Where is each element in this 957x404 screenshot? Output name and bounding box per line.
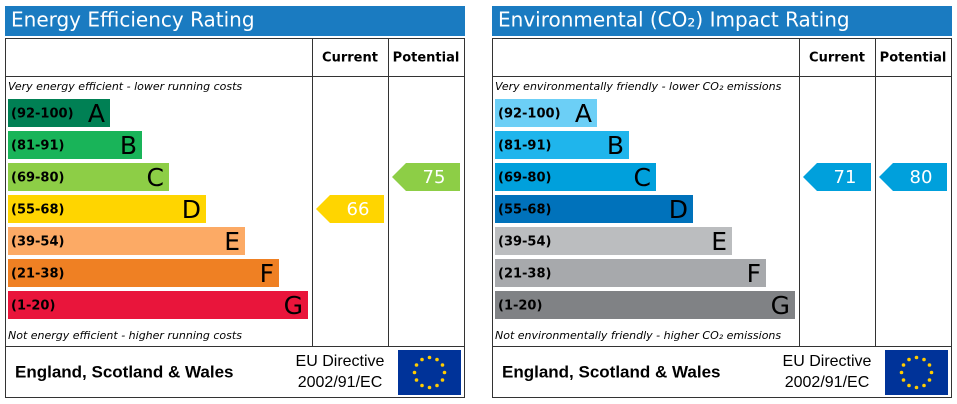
panel-title: Energy Efficiency Rating [11,8,255,32]
flag-star [899,370,904,375]
rating-band [495,227,732,255]
flag-star [927,363,932,367]
rating-arrow [316,195,384,223]
footer-directive: EU Directive [296,353,385,370]
panel-frame [492,38,952,398]
flag-star [412,370,417,375]
title-bar [5,6,465,36]
column-header: Potential [880,51,947,66]
bottom-note: Not energy efficient - higher running co… [8,329,242,342]
band-range: (69-80) [498,171,551,186]
band-range: (1-20) [11,299,55,314]
rating-value: 80 [910,167,933,188]
rating-band [495,131,629,159]
rating-arrow [879,163,947,191]
flag-star [435,383,439,388]
rating-band [8,163,169,191]
footer-directive: EU Directive [783,353,872,370]
rating-band [495,259,766,287]
column-header: Current [322,51,378,66]
band-letter: B [607,131,624,160]
band-range: (69-80) [11,171,64,186]
flag-star [442,370,447,375]
flag-star [427,385,432,390]
footer-directive: 2002/91/EC [785,374,870,391]
band-letter: A [88,99,105,128]
flag-star [907,383,911,388]
band-letter: C [147,163,164,192]
footer-region: England, Scotland & Wales [502,362,721,381]
rating-band [8,259,279,287]
flag-star [427,355,432,360]
band-letter: F [260,259,274,288]
rating-band [8,131,142,159]
flag-star [414,378,419,382]
rating-value: 66 [347,199,370,220]
band-letter: D [669,195,688,224]
flag-star [440,378,445,382]
band-letter: E [224,227,240,256]
band-letter: A [575,99,592,128]
flag-star [914,385,919,390]
bottom-note: Not environmentally friendly - higher CO… [495,329,781,342]
flag-star [927,378,932,382]
band-letter: B [120,131,137,160]
band-range: (92-100) [498,107,561,122]
band-letter: G [284,291,303,320]
band-range: (21-38) [498,267,551,282]
rating-value: 71 [834,167,857,188]
rating-band [495,291,795,319]
band-letter: D [182,195,201,224]
flag-star [922,357,926,362]
footer-region: England, Scotland & Wales [15,362,234,381]
rating-band [8,291,308,319]
band-range: (39-54) [498,235,551,250]
top-note: Very energy efficient - lower running co… [8,80,242,93]
rating-value: 75 [423,167,446,188]
rating-band [8,99,110,127]
band-range: (1-20) [498,299,542,314]
flag-star [901,363,906,367]
band-letter: E [711,227,727,256]
rating-band [495,163,656,191]
flag-star [414,363,419,367]
flag-star [435,357,439,362]
rating-band [495,99,597,127]
column-header: Potential [393,51,460,66]
rating-band [8,195,206,223]
band-range: (81-91) [11,139,64,154]
column-header: Current [809,51,865,66]
flag-star [929,370,934,375]
band-range: (92-100) [11,107,74,122]
top-note: Very environmentally friendly - lower CO… [495,80,782,93]
band-range: (21-38) [11,267,64,282]
rating-arrow [392,163,460,191]
flag-star [901,378,906,382]
flag-star [420,357,424,362]
rating-arrow [803,163,871,191]
flag-star [907,357,911,362]
panel-frame [5,38,465,398]
band-letter: C [634,163,651,192]
flag-star [922,383,926,388]
flag-star [914,355,919,360]
band-letter: F [747,259,761,288]
flag-star [420,383,424,388]
band-range: (39-54) [11,235,64,250]
rating-band [495,195,693,223]
band-range: (81-91) [498,139,551,154]
band-range: (55-68) [11,203,64,218]
footer-directive: 2002/91/EC [298,374,383,391]
title-bar [492,6,952,36]
rating-band [8,227,245,255]
band-range: (55-68) [498,203,551,218]
flag-star [440,363,445,367]
panel-title: Environmental (CO₂) Impact Rating [498,8,850,32]
band-letter: G [771,291,790,320]
